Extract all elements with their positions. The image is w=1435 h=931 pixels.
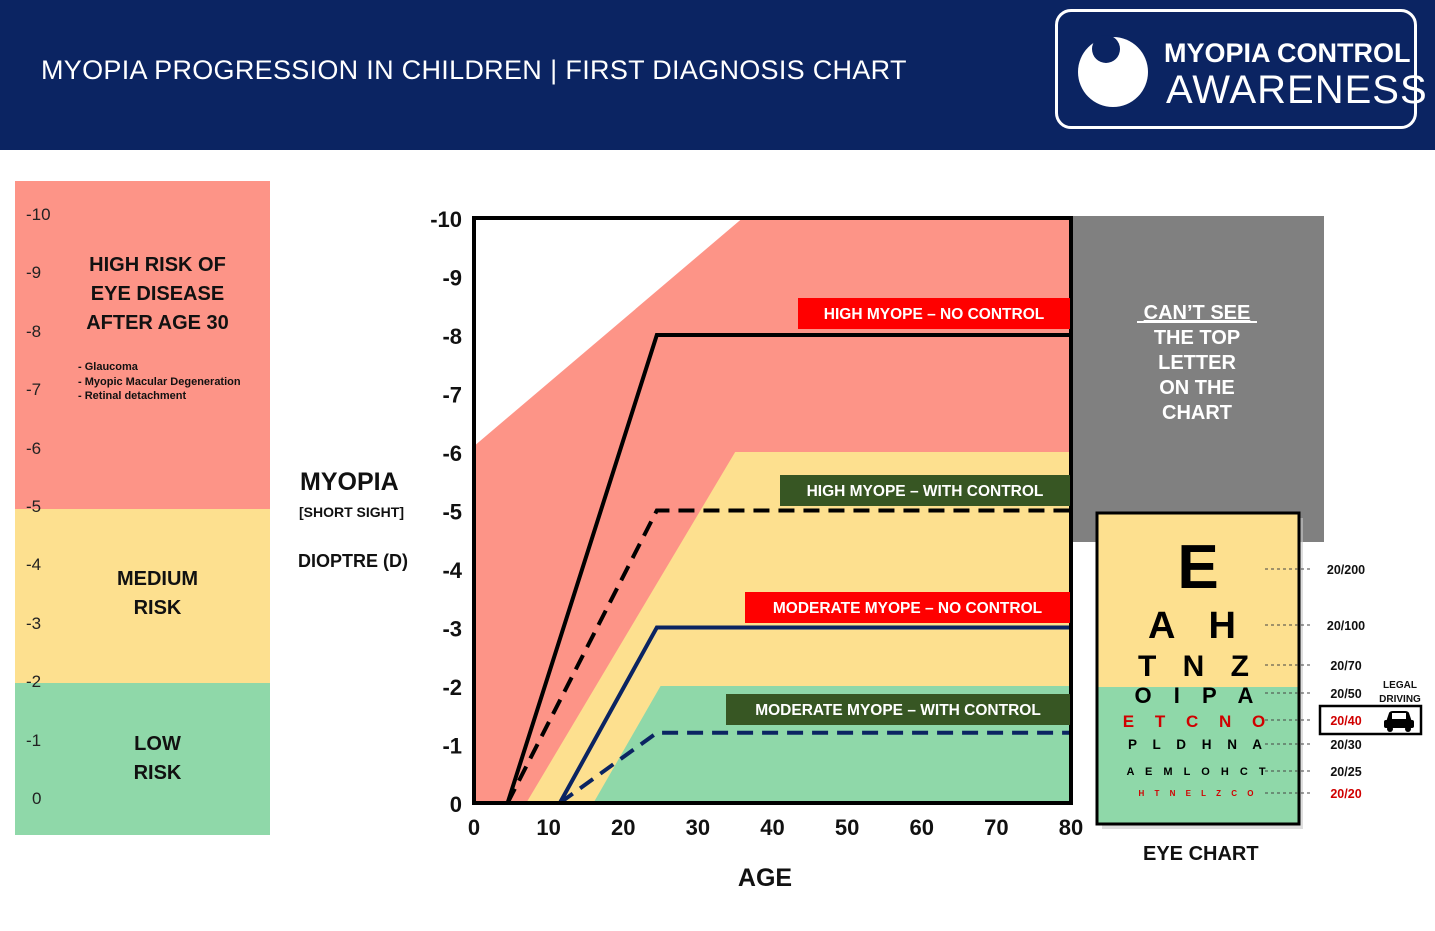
acuity-label: 20/25 bbox=[1330, 765, 1361, 779]
series-line bbox=[558, 730, 1071, 805]
disease-item: - Glaucoma bbox=[78, 361, 138, 373]
x-tick-label: 10 bbox=[536, 815, 560, 840]
risk-scale-tick: -7 bbox=[26, 380, 42, 400]
risk-scale-tick: 0 bbox=[32, 789, 42, 808]
logo-line1: MYOPIA CONTROL bbox=[1164, 38, 1411, 68]
risk-low-block bbox=[15, 683, 270, 835]
risk-scale-tick: -3 bbox=[26, 613, 42, 633]
eye-chart-lower bbox=[1097, 687, 1299, 824]
risk-scale-tick: -9 bbox=[26, 263, 42, 283]
brand-logo: MYOPIA CONTROL AWARENESS bbox=[1055, 9, 1427, 129]
series-line bbox=[558, 625, 1071, 804]
y-tick-label: -3 bbox=[442, 617, 462, 642]
car-icon bbox=[1384, 711, 1414, 732]
legal-driving-box bbox=[1318, 704, 1423, 736]
series-line bbox=[505, 508, 1071, 804]
eye-chart-row: H T N E L Z C O bbox=[1139, 789, 1258, 798]
x-tick-label: 0 bbox=[468, 815, 480, 840]
title-sub: FIRST DIAGNOSIS CHART bbox=[565, 55, 907, 85]
eye-chart-row: O I P A bbox=[1135, 683, 1262, 708]
x-tick-label: 60 bbox=[910, 815, 934, 840]
eye-chart-row: E bbox=[1177, 533, 1218, 602]
series-label: MODERATE MYOPE – NO CONTROL bbox=[773, 600, 1042, 617]
acuity-label: 20/40 bbox=[1330, 714, 1361, 728]
risk-low-label: LOW RISK bbox=[133, 733, 182, 784]
eye-logo-icon bbox=[1078, 35, 1148, 107]
acuity-label: 20/30 bbox=[1330, 738, 1361, 752]
y-tick-label: -9 bbox=[442, 266, 462, 291]
eye-chart-row: A H bbox=[1148, 605, 1248, 647]
series-label: HIGH MYOPE – NO CONTROL bbox=[824, 306, 1044, 323]
x-tick-label: 70 bbox=[984, 815, 1008, 840]
title-main: MYOPIA PROGRESSION IN CHILDREN bbox=[41, 55, 543, 85]
risk-scale-tick: -4 bbox=[26, 555, 42, 575]
risk-scale-tick: -2 bbox=[26, 672, 42, 692]
plot-frame bbox=[472, 216, 1073, 805]
eye-chart-upper bbox=[1097, 513, 1299, 687]
risk-scale-tick: -1 bbox=[26, 730, 42, 750]
header-banner: MYOPIA PROGRESSION IN CHILDREN | FIRST DIA… bbox=[0, 0, 1435, 150]
y-tick-label: -8 bbox=[442, 324, 462, 349]
x-axis-title: AGE bbox=[738, 864, 792, 892]
risk-scale-tick: -5 bbox=[26, 497, 42, 516]
y-tick-label: -4 bbox=[442, 558, 462, 583]
cant-see-line: THE TOP bbox=[1154, 327, 1240, 349]
series-label-box bbox=[745, 592, 1070, 623]
y-tick-label: -6 bbox=[442, 441, 462, 466]
y-tick-label: 0 bbox=[450, 792, 462, 817]
y-tick-label: -1 bbox=[442, 734, 462, 759]
series-label: MODERATE MYOPE – WITH CONTROL bbox=[755, 702, 1041, 719]
cant-see-line: CHART bbox=[1162, 402, 1232, 424]
y-tick-label: -10 bbox=[430, 207, 462, 232]
risk-high-block bbox=[15, 181, 270, 509]
x-tick-label: 50 bbox=[835, 815, 859, 840]
cant-see-heading: CAN’T SEE bbox=[1144, 302, 1251, 324]
x-tick-label: 30 bbox=[686, 815, 710, 840]
cant-see-box bbox=[1071, 216, 1324, 542]
y-axis-unit: DIOPTRE (D) bbox=[298, 551, 408, 571]
series-label-box bbox=[780, 475, 1070, 506]
y-axis-title: MYOPIA bbox=[300, 468, 399, 496]
series-label-box bbox=[726, 694, 1070, 725]
eye-chart-row: T N Z bbox=[1138, 650, 1258, 683]
x-tick-label: 40 bbox=[760, 815, 784, 840]
legal-driving-label: LEGAL bbox=[1383, 680, 1417, 691]
disease-list: - Glaucoma - Myopic Macular Degeneration… bbox=[78, 360, 241, 404]
y-tick-label: -5 bbox=[442, 500, 462, 525]
acuity-label: 20/200 bbox=[1327, 563, 1365, 577]
risk-scale-tick: -8 bbox=[26, 321, 42, 341]
title-separator: | bbox=[550, 55, 558, 85]
acuity-label: 20/20 bbox=[1330, 787, 1361, 801]
y-tick-label: -2 bbox=[442, 675, 462, 700]
legal-driving-label: DRIVING bbox=[1379, 694, 1421, 705]
acuity-label: 20/50 bbox=[1330, 687, 1361, 701]
y-tick-label: -7 bbox=[442, 383, 462, 408]
eye-chart-row: A E M L O H C T bbox=[1126, 766, 1269, 778]
eye-chart-row: E T C N O bbox=[1123, 712, 1273, 731]
logo-line2: AWARENESS bbox=[1166, 68, 1428, 112]
eye-chart-label: EYE CHART bbox=[1143, 843, 1259, 865]
risk-medium-label: MEDIUM RISK bbox=[116, 568, 199, 619]
risk-medium-block bbox=[15, 509, 270, 683]
series-label-box bbox=[798, 298, 1070, 329]
x-tick-label: 80 bbox=[1059, 815, 1083, 840]
risk-scale-tick: -6 bbox=[26, 438, 42, 458]
eye-chart-row: P L D H N A bbox=[1128, 737, 1268, 752]
y-axis-subtitle: [SHORT SIGHT] bbox=[299, 504, 404, 520]
series-label: HIGH MYOPE – WITH CONTROL bbox=[807, 483, 1044, 500]
cant-see-line: LETTER bbox=[1158, 352, 1236, 374]
risk-high-label: HIGH RISK OF EYE DISEASE AFTER AGE 30 bbox=[86, 254, 229, 334]
eye-chart-frame bbox=[1095, 511, 1301, 826]
disease-item: - Myopic Macular Degeneration bbox=[78, 375, 241, 388]
risk-scale-tick: -10 bbox=[26, 205, 51, 224]
cant-see-line: ON THE bbox=[1159, 377, 1235, 399]
acuity-label: 20/70 bbox=[1330, 659, 1361, 673]
disease-item: - Retinal detachment bbox=[78, 390, 187, 402]
series-line bbox=[505, 333, 1071, 804]
acuity-label: 20/100 bbox=[1327, 619, 1365, 633]
x-tick-label: 20 bbox=[611, 815, 635, 840]
page-title: MYOPIA PROGRESSION IN CHILDREN | FIRST DIA… bbox=[41, 55, 907, 86]
